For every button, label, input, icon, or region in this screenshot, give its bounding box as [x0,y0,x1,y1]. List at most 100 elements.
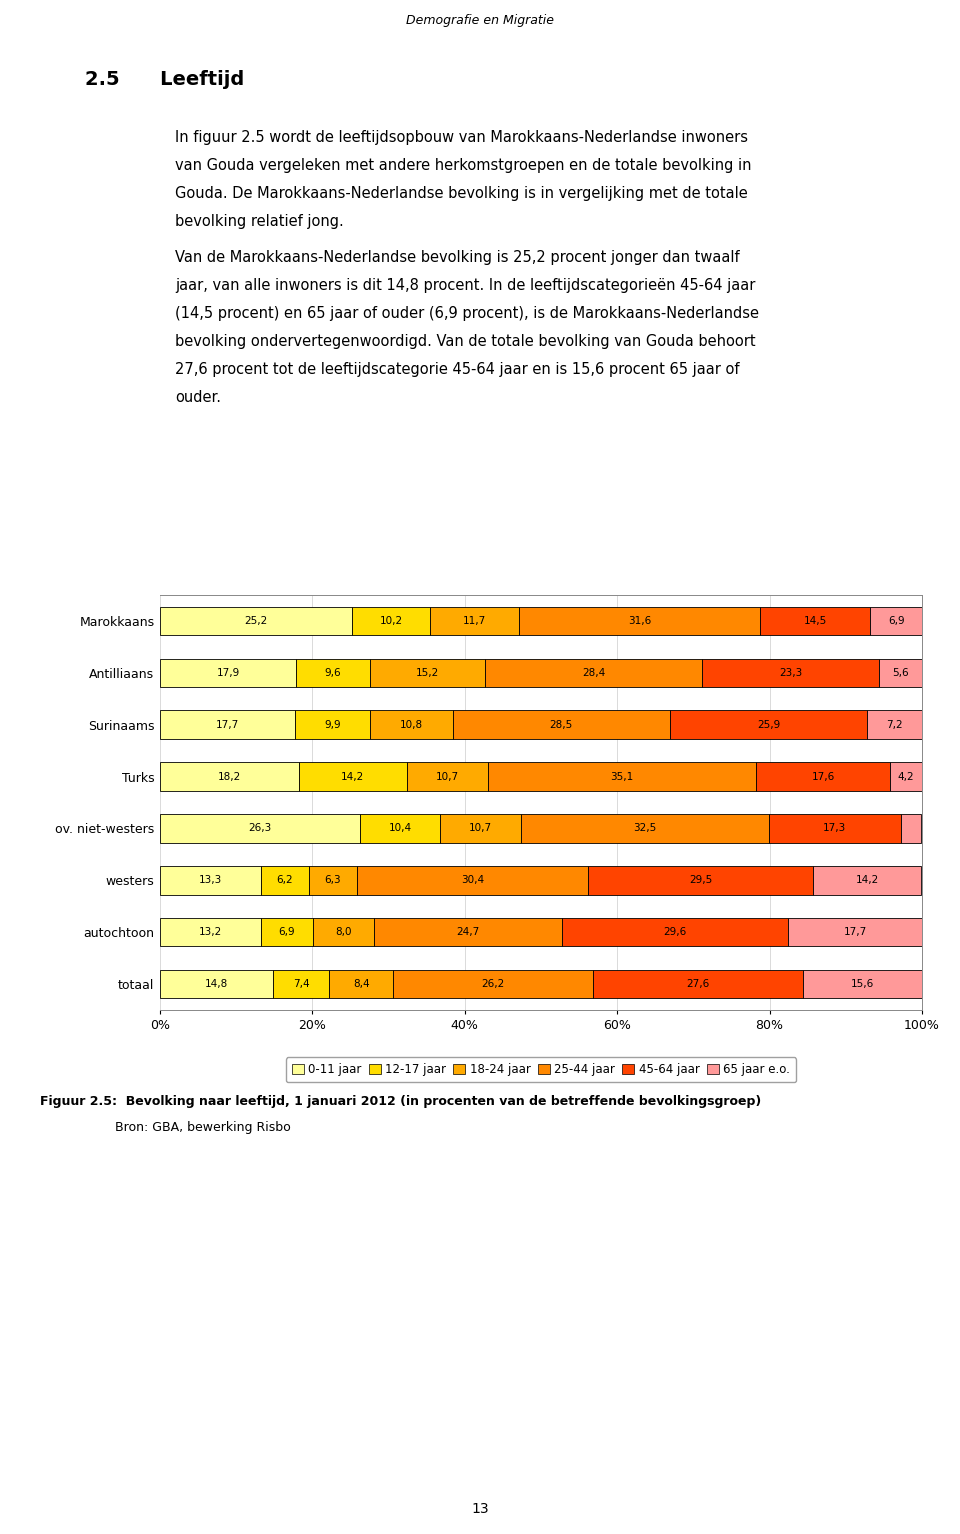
Bar [440,815,521,842]
Bar [260,917,313,946]
Bar [360,815,440,842]
Text: 27,6: 27,6 [686,979,709,989]
Text: 10,2: 10,2 [379,617,402,626]
Text: In figuur 2.5 wordt de leeftijdsopbouw van Marokkaans-Nederlandse inwoners: In figuur 2.5 wordt de leeftijdsopbouw v… [175,130,748,146]
Bar [308,867,356,894]
Text: 4,2: 4,2 [898,772,914,781]
Bar [879,658,922,687]
Text: 9,6: 9,6 [324,667,342,678]
Text: 6,2: 6,2 [276,876,294,885]
Bar [486,658,702,687]
Bar [407,762,489,792]
Text: 17,7: 17,7 [844,927,867,937]
Bar [273,969,329,999]
Text: 29,6: 29,6 [663,927,686,937]
Text: 2.5      Leeftijd: 2.5 Leeftijd [85,71,244,89]
Text: 8,4: 8,4 [353,979,370,989]
Bar [759,606,870,635]
Bar [452,710,670,739]
Text: 10,4: 10,4 [389,824,412,833]
Text: 31,6: 31,6 [628,617,651,626]
Bar [160,815,360,842]
Text: 14,5: 14,5 [804,617,827,626]
Bar [788,917,923,946]
Text: 15,2: 15,2 [416,667,439,678]
Text: 6,9: 6,9 [888,617,904,626]
Text: 7,2: 7,2 [886,719,903,730]
Text: (14,5 procent) en 65 jaar of ouder (6,9 procent), is de Marokkaans-Nederlandse: (14,5 procent) en 65 jaar of ouder (6,9 … [175,307,759,322]
Bar [160,867,261,894]
Text: 13: 13 [471,1502,489,1516]
Bar [160,917,260,946]
Text: 24,7: 24,7 [457,927,480,937]
Text: 35,1: 35,1 [611,772,634,781]
Text: 14,2: 14,2 [855,876,878,885]
Bar [670,710,867,739]
Bar [297,658,370,687]
Bar [299,762,407,792]
Bar [160,658,297,687]
Bar [813,867,922,894]
Text: Demografie en Migratie: Demografie en Migratie [406,14,554,28]
Text: van Gouda vergeleken met andere herkomstgroepen en de totale bevolking in: van Gouda vergeleken met andere herkomst… [175,158,752,173]
Text: 28,4: 28,4 [582,667,605,678]
Text: bevolking relatief jong.: bevolking relatief jong. [175,215,344,229]
Text: 25,9: 25,9 [756,719,780,730]
Bar [160,710,295,739]
Text: 10,7: 10,7 [468,824,492,833]
Bar [394,969,593,999]
Bar [160,606,352,635]
Text: Gouda. De Marokkaans-Nederlandse bevolking is in vergelijking met de totale: Gouda. De Marokkaans-Nederlandse bevolki… [175,186,748,201]
Text: 5,6: 5,6 [893,667,909,678]
Text: 28,5: 28,5 [549,719,573,730]
Bar [769,815,900,842]
Bar [867,710,922,739]
Text: 17,6: 17,6 [811,772,834,781]
Text: 10,7: 10,7 [436,772,459,781]
Bar [804,969,922,999]
Text: 6,9: 6,9 [278,927,295,937]
Bar [356,867,588,894]
Text: 15,6: 15,6 [851,979,875,989]
Bar [870,606,923,635]
Text: 10,8: 10,8 [400,719,423,730]
Text: 29,5: 29,5 [689,876,712,885]
Bar [374,917,563,946]
Text: 11,7: 11,7 [463,617,486,626]
Bar [370,658,486,687]
Text: 26,2: 26,2 [481,979,505,989]
Bar [160,969,273,999]
Bar [313,917,374,946]
Bar [160,762,299,792]
Bar [900,815,922,842]
Text: 9,9: 9,9 [324,719,341,730]
Text: 6,3: 6,3 [324,876,341,885]
Text: 14,2: 14,2 [341,772,365,781]
Bar [702,658,879,687]
Bar [521,815,769,842]
Text: 17,7: 17,7 [216,719,239,730]
Bar [371,710,452,739]
Text: 17,9: 17,9 [217,667,240,678]
Text: Van de Marokkaans-Nederlandse bevolking is 25,2 procent jonger dan twaalf: Van de Marokkaans-Nederlandse bevolking … [175,250,739,265]
Text: ouder.: ouder. [175,390,221,405]
Bar [489,762,756,792]
Bar [588,867,813,894]
Text: Figuur 2.5:  Bevolking naar leeftijd, 1 januari 2012 (in procenten van de betref: Figuur 2.5: Bevolking naar leeftijd, 1 j… [40,1095,761,1108]
Text: 17,3: 17,3 [823,824,847,833]
Text: jaar, van alle inwoners is dit 14,8 procent. In de leeftijdscategorieën 45-64 ja: jaar, van alle inwoners is dit 14,8 proc… [175,278,756,293]
Text: 18,2: 18,2 [218,772,241,781]
Bar [295,710,371,739]
Bar [430,606,519,635]
Bar [352,606,430,635]
Text: 32,5: 32,5 [634,824,657,833]
Bar [890,762,922,792]
Text: Bron: GBA, bewerking Risbo: Bron: GBA, bewerking Risbo [115,1121,291,1134]
Text: 27,6 procent tot de leeftijdscategorie 45-64 jaar en is 15,6 procent 65 jaar of: 27,6 procent tot de leeftijdscategorie 4… [175,362,739,377]
Bar [563,917,788,946]
Text: 23,3: 23,3 [779,667,803,678]
Bar [261,867,308,894]
Text: 26,3: 26,3 [249,824,272,833]
Text: 14,8: 14,8 [204,979,228,989]
Text: 13,3: 13,3 [199,876,223,885]
